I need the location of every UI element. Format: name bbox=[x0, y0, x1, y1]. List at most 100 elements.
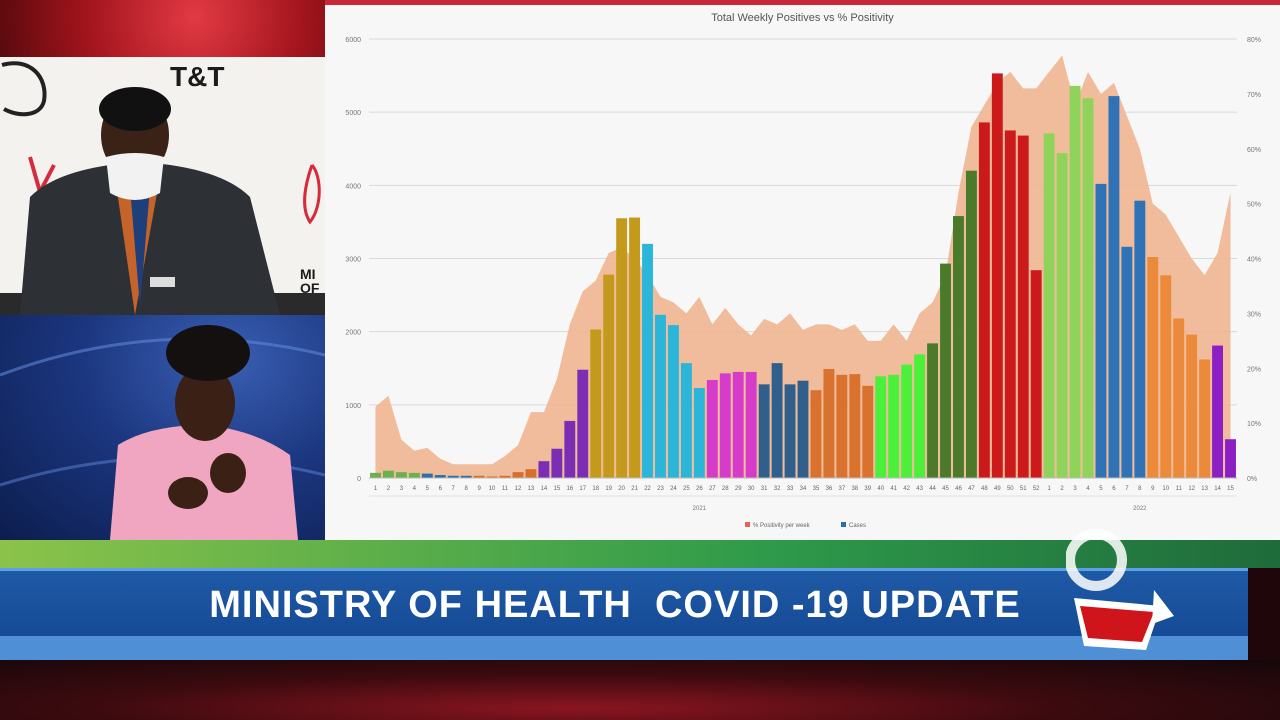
case-bar bbox=[719, 373, 731, 478]
case-bar bbox=[693, 388, 705, 478]
x-tick-label: 24 bbox=[670, 486, 677, 492]
interpreter-hand-right bbox=[210, 453, 246, 493]
case-bar bbox=[616, 218, 628, 478]
channel-logo bbox=[1066, 529, 1174, 650]
y-right-tick-label: 40% bbox=[1247, 257, 1261, 264]
x-tick-label: 44 bbox=[929, 486, 936, 492]
x-tick-label: 46 bbox=[955, 486, 962, 492]
chart-title: Total Weekly Positives vs % Positivity bbox=[711, 12, 894, 24]
case-bar bbox=[486, 476, 498, 478]
x-tick-label: 7 bbox=[1125, 486, 1129, 492]
x-tick-label: 35 bbox=[813, 486, 820, 492]
case-bar bbox=[797, 380, 809, 478]
case-bar bbox=[1212, 345, 1224, 478]
headline-text: MINISTRY OF HEALTH COVID -19 UPDATE bbox=[209, 584, 1021, 626]
y-right-tick-label: 20% bbox=[1247, 366, 1261, 373]
case-bar bbox=[784, 384, 796, 478]
case-bar bbox=[499, 475, 511, 478]
case-bar bbox=[1043, 133, 1055, 478]
case-bar bbox=[732, 371, 744, 478]
x-tick-label: 15 bbox=[1227, 486, 1234, 492]
x-tick-label: 37 bbox=[839, 486, 846, 492]
x-tick-label: 9 bbox=[1151, 486, 1155, 492]
x-tick-label: 26 bbox=[696, 486, 703, 492]
y-left-tick-label: 4000 bbox=[345, 183, 361, 190]
case-bar bbox=[706, 379, 718, 478]
y-left-tick-label: 1000 bbox=[345, 403, 361, 410]
case-bar bbox=[370, 472, 381, 478]
x-tick-label: 18 bbox=[592, 486, 599, 492]
case-bar bbox=[382, 470, 394, 478]
x-tick-label: 1 bbox=[374, 486, 378, 492]
speaker-scene bbox=[0, 61, 325, 315]
case-bar bbox=[460, 475, 472, 478]
headline-bar: MINISTRY OF HEALTH COVID -19 UPDATE bbox=[0, 568, 1248, 636]
x-tick-label: 11 bbox=[1176, 486, 1183, 492]
case-bar bbox=[395, 472, 407, 478]
x-tick-label: 5 bbox=[1099, 486, 1103, 492]
x-tick-label: 19 bbox=[605, 486, 612, 492]
x-tick-label: 21 bbox=[631, 486, 638, 492]
x-tick-label: 3 bbox=[1073, 486, 1077, 492]
x-tick-label: 10 bbox=[1162, 486, 1169, 492]
case-bar bbox=[434, 475, 446, 478]
x-tick-label: 5 bbox=[426, 486, 430, 492]
x-tick-label: 6 bbox=[1112, 486, 1116, 492]
x-tick-label: 8 bbox=[1138, 486, 1142, 492]
interpreter-hand-left bbox=[168, 477, 208, 509]
x-tick-label: 51 bbox=[1020, 486, 1027, 492]
chart-panel: Total Weekly Positives vs % Positivity 0… bbox=[325, 5, 1280, 540]
bottom-background bbox=[0, 660, 1280, 720]
case-bar bbox=[525, 469, 537, 478]
case-bar bbox=[642, 243, 653, 478]
x-tick-label: 45 bbox=[942, 486, 949, 492]
x-tick-label: 12 bbox=[1188, 486, 1195, 492]
x-tick-label: 49 bbox=[994, 486, 1001, 492]
positivity-area bbox=[375, 55, 1231, 479]
case-bar bbox=[1030, 270, 1042, 478]
case-bar bbox=[991, 73, 1003, 478]
x-tick-label: 3 bbox=[400, 486, 404, 492]
case-bar bbox=[862, 385, 874, 478]
y-right-tick-label: 50% bbox=[1247, 202, 1261, 209]
x-tick-label: 17 bbox=[579, 486, 586, 492]
case-bar bbox=[1056, 153, 1068, 478]
x-tick-label: 47 bbox=[968, 486, 975, 492]
case-bar bbox=[823, 368, 835, 478]
x-tick-label: 52 bbox=[1033, 486, 1040, 492]
case-bar bbox=[1134, 200, 1146, 478]
y-left-tick-label: 2000 bbox=[345, 330, 361, 337]
y-left-tick-label: 3000 bbox=[345, 257, 361, 264]
x-tick-label: 4 bbox=[1086, 486, 1090, 492]
case-bar bbox=[1095, 183, 1107, 478]
x-tick-label: 14 bbox=[541, 486, 548, 492]
x-tick-label: 2 bbox=[387, 486, 391, 492]
case-bar bbox=[421, 473, 433, 478]
x-tick-label: 38 bbox=[851, 486, 858, 492]
x-tick-label: 36 bbox=[826, 486, 833, 492]
chart-canvas: 0 1000 2000 3000 4000 5000 6000 0% 10% 20% 30% 40% 5… bbox=[345, 37, 1261, 529]
case-bar bbox=[810, 390, 822, 478]
case-bar bbox=[1173, 318, 1185, 478]
interpreter-scene bbox=[0, 325, 325, 540]
case-bar bbox=[1004, 130, 1016, 478]
x-tick-label: 13 bbox=[528, 486, 535, 492]
case-bar bbox=[927, 343, 938, 478]
y-right-tick-label: 60% bbox=[1247, 147, 1261, 154]
case-bar bbox=[940, 263, 951, 478]
y-left-tick-label: 0 bbox=[357, 476, 361, 483]
case-bar bbox=[1082, 98, 1094, 478]
x-tick-label: 16 bbox=[566, 486, 573, 492]
case-bar bbox=[551, 448, 563, 478]
case-bar bbox=[655, 314, 666, 478]
x-tick-label: 40 bbox=[877, 486, 884, 492]
y-right-tick-label: 70% bbox=[1247, 92, 1261, 99]
case-bar bbox=[888, 374, 900, 478]
case-bar bbox=[564, 420, 576, 478]
legend-swatch-positivity bbox=[745, 522, 750, 527]
desk-microphone bbox=[150, 277, 175, 287]
case-bar bbox=[1069, 85, 1081, 479]
x-year-label: 2022 bbox=[1133, 506, 1147, 512]
lower-blue-band bbox=[0, 636, 1248, 660]
